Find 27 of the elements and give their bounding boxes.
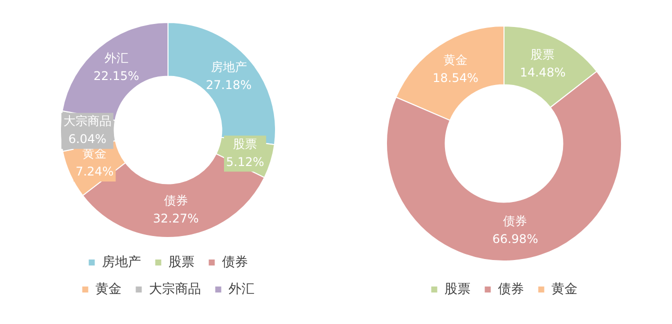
slice-label: 黄金	[444, 53, 468, 68]
legend-label: 债券	[498, 282, 524, 297]
data-label: 22.15%	[93, 69, 140, 84]
legend-label: 外汇	[228, 282, 254, 297]
legend-label: 黄金	[95, 282, 122, 297]
slice-label: 房地产	[210, 60, 247, 74]
slice-label: 外汇	[104, 51, 128, 66]
legend-label: 股票	[168, 254, 194, 270]
legend-label: 房地产	[102, 254, 141, 270]
data-label: 66.98%	[492, 232, 538, 246]
data-label: 6.04%	[68, 132, 106, 146]
slice-label: 大宗商品	[63, 114, 112, 128]
slice-label: 债券	[503, 214, 528, 228]
legend-label: 黄金	[551, 282, 578, 297]
slice-label: 黄金	[82, 146, 107, 161]
data-label: 14.48%	[520, 65, 566, 80]
slice-label: 债券	[164, 193, 188, 208]
data-label: 27.18%	[206, 78, 252, 92]
slice-label: 股票	[530, 47, 555, 62]
data-label: 18.54%	[432, 71, 478, 86]
data-label: 7.24%	[76, 164, 114, 179]
legend-label: 大宗商品	[148, 280, 201, 297]
slice-label: 股票	[233, 136, 258, 151]
data-label: 5.12%	[226, 154, 264, 169]
data-label: 32.27%	[153, 211, 199, 226]
legend-label: 债券	[222, 254, 248, 270]
legend-label: 股票	[444, 282, 470, 297]
